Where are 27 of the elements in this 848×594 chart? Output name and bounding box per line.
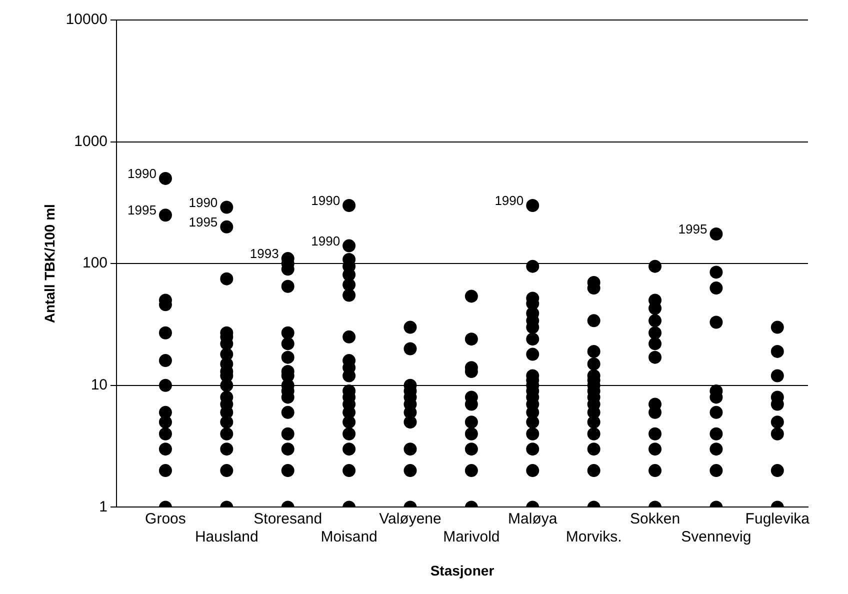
x-tick-label: Storesand	[254, 510, 322, 528]
annotation: 1995	[678, 222, 708, 237]
x-tick-label: Sokken	[630, 510, 680, 528]
x-axis-title: Stasjoner	[430, 562, 495, 578]
y-tick-label: 100	[82, 254, 108, 272]
x-tick-label: Fuglevika	[745, 510, 810, 528]
x-tick-label: Svennevig	[681, 528, 752, 546]
x-tick-label: Groos	[145, 510, 186, 528]
x-tick-label: Maløya	[508, 510, 558, 528]
annotation: 1990	[188, 194, 218, 210]
x-tick-label: Hausland	[194, 528, 258, 546]
x-tick-label: Morviks.	[566, 528, 622, 546]
y-tick-label: 1	[99, 498, 108, 516]
annotation: 1993	[250, 246, 279, 262]
y-tick-label: 10000	[66, 11, 108, 28]
y-tick-label: 1000	[74, 132, 108, 150]
annotation: 1990	[311, 193, 340, 208]
annotation: 1990	[494, 193, 524, 208]
y-tick-label: 10	[90, 376, 108, 394]
x-tick-label: Marivold	[443, 528, 500, 546]
y-axis-title: Antall TBK/100 ml	[41, 204, 58, 324]
annotation: 1990	[128, 166, 156, 182]
annotation: 1990	[311, 233, 340, 248]
annotation: 1995	[128, 202, 156, 218]
annotation: 1995	[188, 214, 218, 230]
x-tick-label: Valøyene	[379, 510, 442, 528]
x-tick-label: Moisand	[320, 528, 378, 546]
